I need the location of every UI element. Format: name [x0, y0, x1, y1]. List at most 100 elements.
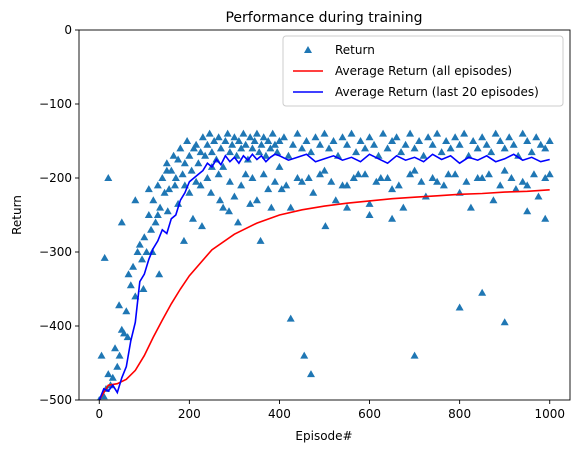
return-point [473, 144, 482, 152]
return-point [361, 144, 370, 152]
return-point [221, 137, 230, 144]
return-point [297, 177, 306, 185]
return-point [196, 148, 205, 156]
return-point [433, 129, 442, 137]
return-point [286, 203, 295, 211]
return-point [147, 225, 156, 233]
return-point [406, 170, 415, 178]
return-point [500, 166, 509, 174]
return-point [399, 203, 408, 211]
return-point [256, 236, 265, 244]
return-point [444, 170, 453, 178]
return-point [383, 144, 392, 152]
return-point [320, 129, 329, 137]
return-point [120, 329, 129, 337]
return-point [365, 199, 374, 207]
return-point [365, 133, 374, 141]
return-point [169, 151, 178, 159]
return-point [410, 166, 419, 174]
return-point [329, 137, 338, 144]
return-point [428, 174, 437, 181]
return-point [376, 174, 385, 181]
axes-frame [78, 29, 571, 401]
return-point [196, 181, 205, 189]
return-point [478, 133, 487, 141]
return-point [511, 185, 520, 193]
return-point [478, 174, 487, 181]
return-point [352, 148, 361, 156]
return-point [117, 218, 126, 226]
return-point [225, 177, 234, 185]
return-point [210, 137, 219, 144]
return-point [523, 207, 532, 215]
return-point [410, 144, 419, 152]
return-point [187, 166, 196, 174]
return-point [361, 170, 370, 178]
return-point [246, 199, 255, 207]
return-point [484, 170, 493, 178]
return-point [189, 144, 198, 152]
return-point [135, 240, 144, 248]
return-point [529, 170, 538, 178]
return-point [138, 255, 147, 263]
return-point [197, 222, 206, 230]
return-point [237, 181, 246, 189]
return-point [214, 133, 223, 141]
return-point [215, 196, 224, 204]
return-point [206, 188, 215, 196]
return-point [259, 133, 268, 141]
return-point [140, 233, 149, 241]
return-point [509, 140, 518, 148]
return-point [464, 151, 473, 159]
return-point [162, 166, 171, 174]
return-point [126, 281, 135, 289]
return-point [536, 140, 545, 148]
return-point [158, 174, 167, 181]
return-point [388, 137, 397, 144]
x-axis-label: Episode# [295, 429, 352, 443]
return-point [505, 133, 514, 141]
return-point [439, 181, 448, 189]
return-point [139, 399, 140, 400]
return-point [266, 144, 275, 152]
return-point [267, 203, 276, 211]
legend-marker-return [304, 46, 312, 53]
return-point [428, 140, 437, 148]
return-point [284, 151, 293, 159]
series-group [96, 129, 554, 400]
return-point [162, 399, 163, 400]
x-tick-label: 0 [95, 407, 103, 421]
return-point [460, 129, 469, 137]
return-point [437, 148, 446, 156]
return-point [279, 133, 288, 141]
return-point [163, 207, 172, 215]
y-tick-label: 0 [64, 23, 72, 37]
return-point [446, 144, 455, 152]
return-point [216, 144, 225, 152]
return-point [264, 137, 273, 144]
return-point [156, 203, 165, 211]
return-point [97, 351, 106, 359]
x-tick-label: 1000 [534, 407, 565, 421]
return-point [277, 185, 286, 193]
return-point [320, 166, 329, 174]
return-point [293, 174, 302, 181]
return-point [496, 181, 505, 189]
return-point [165, 185, 174, 193]
return-point [150, 399, 152, 400]
return-point [507, 174, 516, 181]
return-point [496, 137, 505, 144]
return-point [131, 196, 140, 204]
return-point [343, 181, 352, 189]
x-tick-label: 600 [358, 407, 381, 421]
return-point [223, 129, 232, 137]
return-point [356, 137, 365, 144]
average-last20-line [98, 153, 550, 400]
return-point [401, 140, 410, 148]
return-point [174, 199, 183, 207]
return-point [108, 373, 117, 381]
average-all-line [98, 189, 550, 400]
legend: Return Average Return (all episodes) Avera… [282, 35, 564, 107]
return-point [541, 174, 550, 181]
return-point [469, 137, 478, 144]
